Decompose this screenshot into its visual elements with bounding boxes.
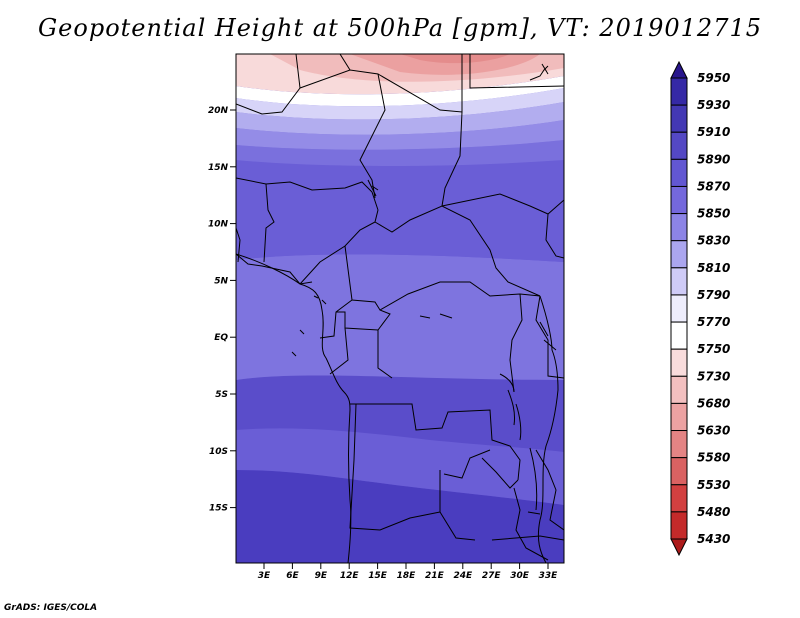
lat-tick-label: 5S [215,390,228,400]
colorbar-swatch [670,104,688,133]
colorbar-label: 5850 [697,207,730,221]
contour-5830 [236,120,564,150]
lon-tick-label: 9E [315,571,328,581]
colorbar-swatch [670,240,688,269]
colorbar-label: 5810 [697,261,730,275]
lat-tick-label: 10S [209,447,228,457]
map-frame [235,53,565,564]
colorbar-swatch [670,484,688,513]
colorbar-label: 5950 [697,71,730,85]
colorbar-label: 5580 [697,451,730,465]
colorbar-swatch [670,457,688,486]
contour-5850 [236,254,564,380]
lon-tick-label: 15E [368,571,388,581]
colorbar: 5950 5930 5910 5890 5870 5850 5830 5810 5790 5770… [670,60,730,557]
latitude-ticks: 20N 15N 10N 5N EQ 5S 10S 15S [208,106,236,514]
colorbar-label: 5910 [697,125,730,139]
contour-5910 [236,470,564,563]
colorbar-bottom-arrow [670,538,688,557]
colorbar-label: 5430 [697,532,730,546]
colorbar-label: 5790 [697,288,730,302]
colorbar-swatch [670,402,688,432]
colorbar-label: 5750 [697,342,730,356]
chart-title: Geopotential Height at 500hPa [gpm], VT:… [38,14,762,42]
colorbar-swatch [670,213,688,242]
colorbar-swatch [670,375,688,404]
lon-tick-label: 21E [425,571,445,581]
colorbar-swatch [670,321,688,350]
colorbar-label: 5680 [697,396,730,410]
colorbar-label: 5770 [697,315,730,329]
colorbar-swatch [670,511,688,540]
lat-tick-label: EQ [214,333,228,343]
country-borders [236,54,564,561]
contour-5770 [236,76,564,107]
coastline [236,63,559,563]
contour-5810 [236,102,564,135]
colorbar-swatch [670,77,688,106]
colorbar-label: 5870 [697,179,730,193]
lat-tick-label: 10N [208,220,229,230]
lon-tick-label: 6E [286,571,299,581]
contour-5870 [236,160,564,262]
colorbar-label: 5830 [697,234,730,248]
lat-tick-label: 15N [208,163,229,173]
colorbar-label: 5890 [697,152,730,166]
lat-tick-label: 20N [208,106,229,116]
colorbar-label: 5480 [697,505,730,519]
colorbar-swatch [670,131,688,160]
lon-tick-label: 30E [510,571,530,581]
lat-tick-label: 5N [214,276,228,286]
colorbar-swatch [670,158,688,187]
grads-credit: GrADS: IGES/COLA [4,603,98,613]
colorbar-label: 5730 [697,369,730,383]
height-field [236,54,564,563]
lon-tick-label: 3E [258,571,271,581]
lon-tick-label: 12E [340,571,360,581]
longitude-ticks: 3E 6E 9E 12E 15E 18E 21E 24E 27E 30E 33E [258,563,558,581]
colorbar-label: 5930 [697,98,730,112]
colorbar-top-arrow [670,60,688,79]
lon-tick-label: 27E [482,571,502,581]
contour-5790 [236,88,564,120]
colorbar-swatch [670,267,688,296]
colorbar-swatch [670,294,688,323]
colorbar-swatch [670,185,688,215]
lon-tick-label: 18E [397,571,417,581]
contour-5870-south [236,428,564,505]
contour-5630 [400,54,510,64]
lon-tick-label: 24E [453,571,473,581]
colorbar-swatch [670,348,688,377]
lon-tick-label: 33E [539,571,559,581]
lat-tick-label: 15S [209,504,228,514]
contour-5850-north [236,140,564,166]
colorbar-label: 5530 [697,478,730,492]
colorbar-swatch [670,430,688,459]
colorbar-label: 5630 [697,424,730,438]
